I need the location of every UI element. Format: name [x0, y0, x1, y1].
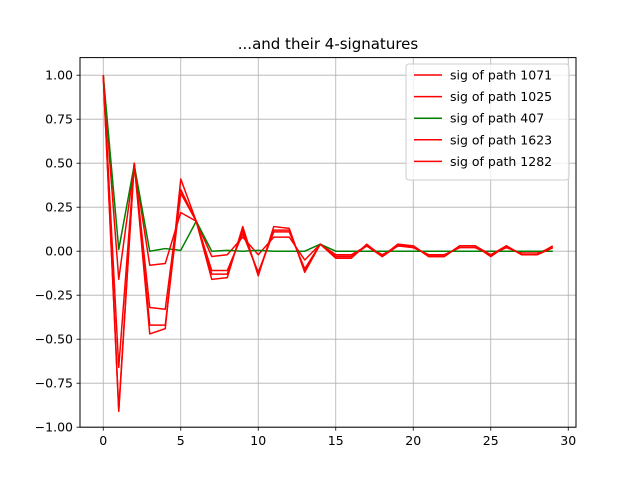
legend-box [405, 63, 570, 181]
x-tick-label: 15 [328, 433, 344, 448]
x-tick-label: 25 [483, 433, 499, 448]
chart-title: ...and their 4-signatures [238, 35, 419, 53]
series-group [102, 75, 554, 413]
x-tick-label: 10 [250, 433, 266, 448]
legend-label: sig of path 1623 [450, 132, 552, 147]
y-tick-label: −0.75 [35, 376, 73, 391]
x-tick-label: 30 [560, 433, 576, 448]
y-tick-label: 1.00 [45, 68, 73, 83]
y-tick-label: 0.25 [45, 200, 73, 215]
plot-frame [79, 57, 577, 428]
y-tick-label: 0.50 [45, 156, 73, 171]
y-tick-label: 0.00 [45, 244, 73, 259]
x-tick-label: 0 [99, 433, 107, 448]
axes: 0 5 10 15 20 25 30 −1.00 −0.75 −0.50 −0.25 0.00 0.25… [35, 68, 577, 449]
y-tick-label: 0.75 [45, 112, 73, 127]
legend-label: sig of path 1071 [450, 68, 552, 83]
legend-label: sig of path 1025 [450, 89, 552, 104]
y-tick-label: −0.25 [35, 288, 73, 303]
series-line-5 [102, 75, 554, 369]
x-tick-label: 20 [405, 433, 421, 448]
legend: sig of path 1071 sig of path 1025 sig of p… [405, 63, 570, 181]
y-tick-label: −0.50 [35, 332, 73, 347]
series-line-3 [102, 75, 553, 252]
y-tick-label: −1.00 [35, 420, 73, 435]
legend-label: sig of path 407 [450, 111, 544, 126]
legend-label: sig of path 1282 [450, 154, 552, 169]
x-tick-label: 5 [177, 433, 185, 448]
